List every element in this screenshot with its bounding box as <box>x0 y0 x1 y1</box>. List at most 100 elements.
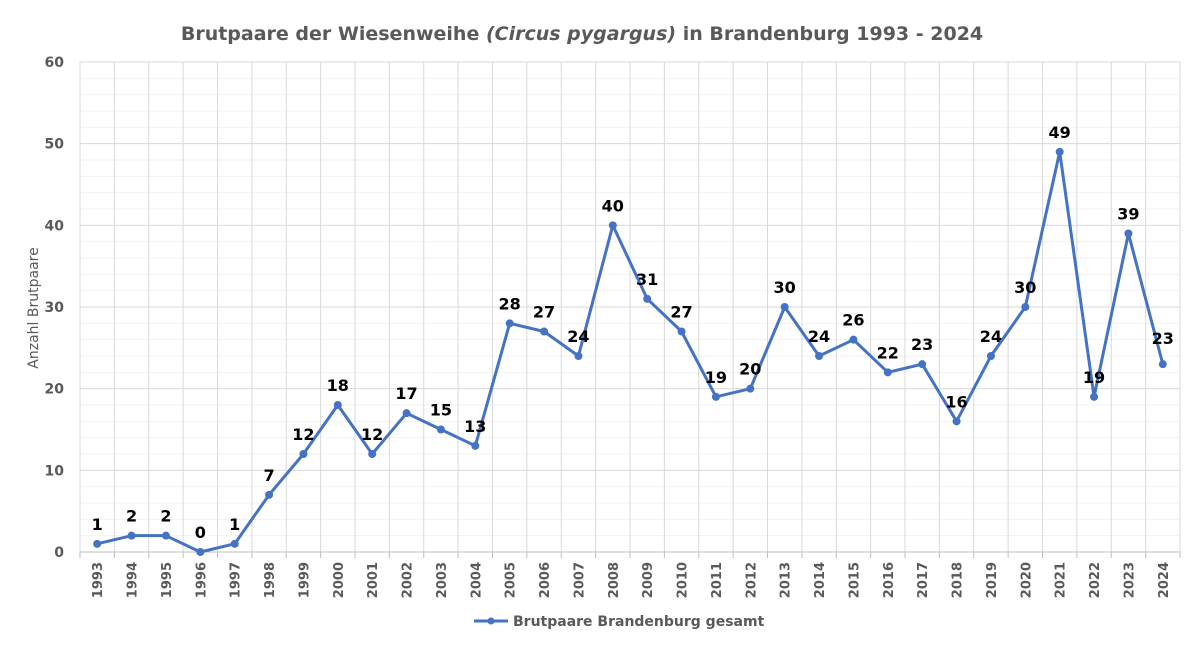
data-point <box>711 392 720 401</box>
y-tick-label: 10 <box>45 463 65 479</box>
x-tick-label: 2014 <box>813 562 828 598</box>
legend-point-marker <box>487 617 495 625</box>
data-label: 22 <box>877 343 899 362</box>
x-tick-label: 2002 <box>401 562 416 598</box>
x-tick-label: 2018 <box>951 562 966 598</box>
x-tick-label: 2015 <box>847 562 862 598</box>
x-tick-label: 2000 <box>332 562 347 598</box>
x-tick-label: 2001 <box>366 562 381 598</box>
data-point <box>986 352 995 360</box>
data-label: 20 <box>739 360 761 379</box>
chart-title: Brutpaare der Wiesenweihe (Circus pygarg… <box>181 23 983 45</box>
data-point <box>608 221 617 230</box>
data-label: 15 <box>430 401 452 420</box>
data-label: 30 <box>774 278 796 297</box>
data-point <box>746 384 755 393</box>
y-tick-label: 60 <box>45 55 65 71</box>
data-label: 27 <box>533 303 555 322</box>
x-tick-label: 1995 <box>160 562 175 598</box>
data-label: 17 <box>395 384 417 403</box>
data-label: 24 <box>567 327 589 346</box>
x-tick-label: 1994 <box>126 562 141 598</box>
data-point <box>918 360 927 369</box>
data-label: 23 <box>911 335 933 354</box>
data-label: 24 <box>808 327 830 346</box>
data-label: 31 <box>636 270 658 289</box>
data-point <box>677 327 686 336</box>
x-tick-label: 2008 <box>607 562 622 598</box>
data-point <box>1158 360 1167 369</box>
data-label: 1 <box>92 515 103 534</box>
y-tick-label: 40 <box>45 218 65 234</box>
legend-label: Brutpaare Brandenburg gesamt <box>513 614 765 630</box>
data-label: 26 <box>842 311 864 330</box>
data-label: 18 <box>327 376 349 395</box>
x-tick-label: 1999 <box>297 562 312 598</box>
x-tick-label: 1993 <box>91 562 106 598</box>
data-label: 39 <box>1117 205 1139 224</box>
series-layer <box>93 147 1167 556</box>
data-label: 19 <box>1083 368 1105 387</box>
data-point <box>230 539 239 548</box>
x-tick-label: 2006 <box>538 562 553 598</box>
series-line <box>95 150 1165 554</box>
x-tick-label: 2010 <box>676 562 691 598</box>
x-tick-label: 1997 <box>229 562 244 598</box>
data-point <box>574 352 583 360</box>
y-tick-label: 30 <box>45 300 65 316</box>
data-point <box>93 539 102 548</box>
data-point <box>368 450 377 458</box>
y-axis-title: Anzahl Brutpaare <box>26 247 42 368</box>
data-point <box>265 490 274 499</box>
x-tick-label: 2022 <box>1088 562 1103 598</box>
data-point <box>1124 229 1133 238</box>
data-label: 1 <box>229 515 240 534</box>
data-point <box>780 303 789 311</box>
data-point <box>952 417 961 426</box>
y-tick-label: 20 <box>45 382 65 398</box>
x-tick-label: 2020 <box>1019 562 1034 598</box>
data-label: 2 <box>126 507 137 526</box>
data-label: 13 <box>464 417 486 436</box>
data-label: 0 <box>195 523 206 542</box>
x-tick-label: 1998 <box>263 562 278 598</box>
x-tick-label: 2009 <box>641 562 656 598</box>
data-point <box>299 450 308 458</box>
legend: Brutpaare Brandenburg gesamt <box>474 614 765 630</box>
data-label: 12 <box>292 425 314 444</box>
x-tick-label: 2007 <box>572 562 587 598</box>
x-tick-label: 2023 <box>1122 562 1137 598</box>
data-point <box>333 401 342 409</box>
data-point <box>471 441 480 450</box>
data-label: 16 <box>945 392 967 411</box>
data-label: 19 <box>705 368 727 387</box>
gridlines <box>79 61 1181 552</box>
chart-title-part-3: in Brandenburg 1993 - 2024 <box>676 23 983 45</box>
data-point <box>402 409 411 418</box>
x-tick-label: 2005 <box>504 562 519 598</box>
x-tick-label: 2019 <box>985 562 1000 598</box>
x-tick-label: 2017 <box>916 562 931 598</box>
x-tick-label: 2004 <box>469 562 484 598</box>
data-label: 40 <box>602 196 624 215</box>
data-point <box>883 368 892 377</box>
x-tick-label: 2012 <box>744 562 759 598</box>
data-label: 30 <box>1014 278 1036 297</box>
data-point <box>1055 147 1064 156</box>
x-tick-label: 2013 <box>779 562 794 598</box>
data-point <box>505 319 514 328</box>
data-label: 24 <box>980 327 1002 346</box>
data-label: 7 <box>263 466 274 485</box>
chart-title-species: (Circus pygargus) <box>486 23 676 45</box>
data-point <box>815 352 824 360</box>
data-label: 12 <box>361 425 383 444</box>
data-label: 28 <box>499 294 521 313</box>
data-point <box>643 294 652 303</box>
data-label: 49 <box>1049 123 1071 142</box>
data-point <box>436 425 445 434</box>
data-label: 23 <box>1152 329 1174 348</box>
